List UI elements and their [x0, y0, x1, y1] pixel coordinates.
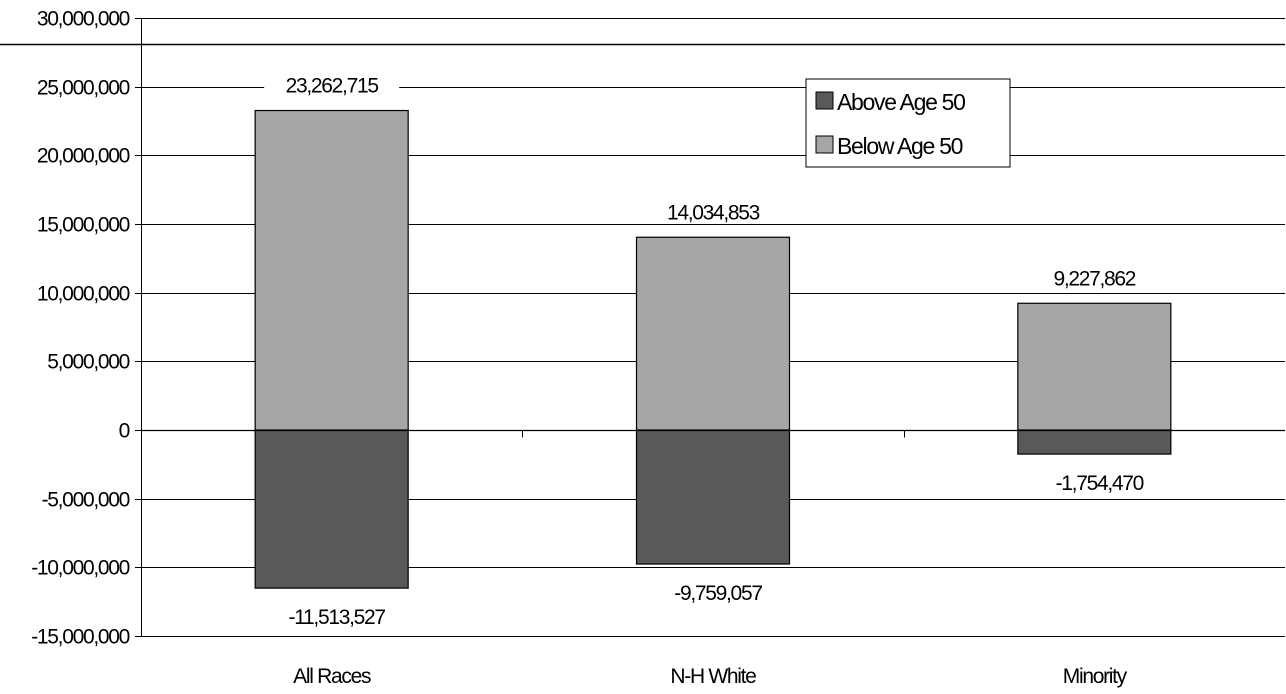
data-label: 9,227,862: [1053, 267, 1135, 290]
legend-label: Below Age 50: [837, 133, 963, 159]
category-label: Minority: [1063, 665, 1128, 688]
x-axis: All Races N-H White Minority: [141, 429, 1285, 688]
y-tick-label: -15,000,000: [31, 626, 129, 649]
legend-swatch: [815, 135, 834, 154]
data-label-bg: [264, 72, 400, 97]
y-axis: 30,000,000 25,000,000 20,000,000 15,000,000…: [31, 8, 142, 649]
legend: Above Age 50 Below Age 50: [805, 78, 1011, 168]
category-label: N-H White: [670, 665, 756, 688]
bar-segment: [635, 429, 791, 565]
data-label-bg: [269, 604, 405, 629]
bar-segment: [254, 429, 409, 589]
data-label-bg: [650, 580, 786, 605]
data-label: -1,754,470: [1056, 472, 1144, 495]
data-label: -9,759,057: [674, 582, 762, 605]
bar-segment: [254, 109, 409, 431]
bar-segment: [1017, 429, 1172, 455]
data-label: -11,513,527: [289, 606, 386, 629]
y-tick-label: -10,000,000: [31, 557, 129, 580]
y-tick-label: 30,000,000: [37, 8, 130, 31]
data-label-bg: [1031, 470, 1167, 495]
bar-segment: [1017, 302, 1172, 431]
data-label-bg: [1026, 265, 1162, 290]
legend-swatch: [815, 91, 834, 110]
y-tick-label: 10,000,000: [37, 283, 130, 306]
y-tick-label: 25,000,000: [37, 77, 130, 100]
legend-box: [805, 78, 1011, 168]
legend-label: Above Age 50: [837, 89, 965, 115]
y-tick-label: 15,000,000: [37, 214, 130, 237]
category-label: All Races: [293, 665, 371, 688]
bars: [254, 109, 1172, 589]
y-tick-label: 20,000,000: [37, 145, 130, 168]
data-label: 14,034,853: [667, 201, 760, 224]
y-tick-label: -5,000,000: [42, 489, 130, 512]
y-tick-label: 5,000,000: [47, 351, 129, 374]
data-labels: -11,513,527 23,262,715 -9,759,057 14,034,85…: [264, 72, 1167, 629]
data-label-bg: [645, 199, 781, 224]
bar-segment: [635, 236, 791, 431]
data-label: 23,262,715: [286, 75, 379, 98]
y-tick-label: 0: [119, 420, 130, 443]
